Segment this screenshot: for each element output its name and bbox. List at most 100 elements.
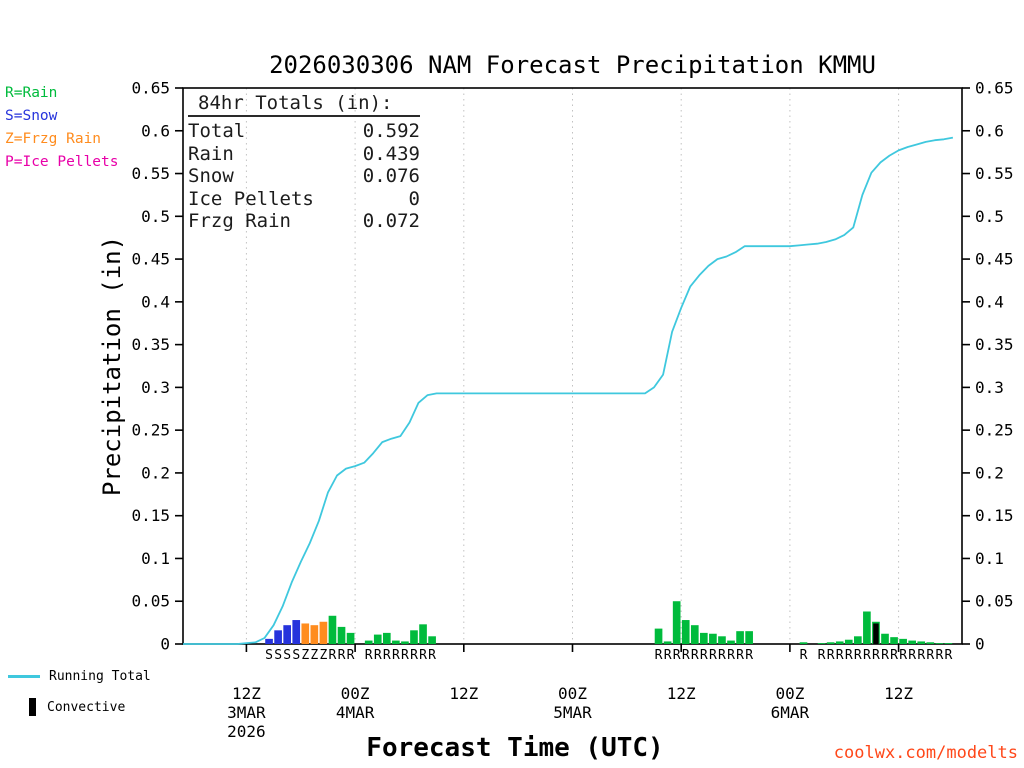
legend-ice-pellets: P=Ice Pellets [5, 154, 119, 170]
totals-heading: 84hr Totals (in): [188, 92, 420, 117]
running-total-line-swatch [8, 675, 40, 678]
type-letter: R [419, 648, 427, 663]
x-tick-sublabel: 6MAR [771, 703, 810, 722]
y-tick-label: 0.4 [975, 292, 1004, 311]
convective-label: Convective [47, 699, 126, 715]
y-tick-label: 0.3 [141, 378, 170, 397]
type-letter: R [682, 648, 690, 663]
precip-bar [681, 620, 690, 644]
type-letter: R [410, 648, 418, 663]
precip-bar [346, 632, 355, 644]
y-axis: 0 0 0.05 0.05 0.1 0.1 0.15 0.15 0.2 0.2 0.25 0.25 0.… [131, 79, 1013, 654]
precip-bar [799, 642, 808, 644]
type-letter: R [899, 648, 907, 663]
type-letter: R [827, 648, 835, 663]
precip-bar [690, 625, 699, 644]
x-tick-label: 00Z [341, 684, 370, 703]
y-tick-label: 0.1 [141, 549, 170, 568]
precip-bar [364, 640, 373, 644]
totals-row-value: 0.072 [362, 210, 420, 232]
precip-bar [319, 621, 328, 644]
y-tick-label: 0.25 [131, 421, 170, 440]
type-letter: R [872, 648, 880, 663]
type-letter: R [926, 648, 934, 663]
precip-bar [410, 630, 418, 644]
precip-bar [373, 634, 382, 644]
totals-box: 84hr Totals (in): Total 0.592 Rain 0.439… [188, 92, 420, 233]
precip-bar [310, 625, 319, 644]
type-letter: R [655, 648, 663, 663]
x-tick-label: 00Z [558, 684, 587, 703]
type-letter: R [338, 648, 346, 663]
type-letter: S [283, 648, 291, 663]
precip-bar [890, 637, 898, 644]
type-letter: R [727, 648, 735, 663]
totals-row-label: Rain [188, 142, 234, 165]
totals-row: Snow 0.076 [188, 165, 420, 188]
legend-snow: S=Snow [5, 108, 58, 124]
x-tick-sublabel: 3MAR [227, 703, 266, 722]
y-tick-label: 0.25 [975, 421, 1014, 440]
type-letter: R [908, 648, 916, 663]
y-tick-label: 0.15 [131, 506, 170, 525]
running-total-line [183, 136, 954, 645]
totals-row: Total 0.592 [188, 120, 420, 143]
precip-bar [736, 631, 744, 644]
precip-bar [419, 624, 427, 644]
y-tick-label: 0.35 [975, 335, 1014, 354]
y-tick-label: 0.5 [975, 207, 1004, 226]
type-letter: R [881, 648, 889, 663]
y-tick-label: 0.65 [131, 79, 170, 98]
type-letter: R [845, 648, 853, 663]
x-tick-label: 12Z [232, 684, 261, 703]
running-total-label: Running Total [49, 669, 151, 684]
y-tick-label: 0.5 [141, 207, 170, 226]
precip-bar [817, 643, 826, 644]
y-tick-label: 0 [160, 635, 170, 654]
type-letter: S [292, 648, 300, 663]
type-letter: Z [310, 648, 318, 663]
precip-bar [700, 632, 708, 644]
precip-bar [863, 611, 871, 644]
precip-bar [718, 636, 726, 644]
totals-row: Rain 0.439 [188, 143, 420, 166]
precip-bar [654, 628, 663, 644]
y-tick-label: 0.45 [131, 250, 170, 269]
y-tick-label: 0.2 [975, 463, 1004, 482]
y-tick-label: 0.2 [141, 463, 170, 482]
totals-row: Ice Pellets 0 [188, 188, 420, 211]
totals-row-label: Ice Pellets [188, 187, 314, 210]
precip-bar [926, 642, 935, 644]
type-letter: Z [319, 648, 327, 663]
type-letter: S [274, 648, 282, 663]
precip-bar [672, 601, 681, 644]
type-letter: R [673, 648, 681, 663]
precip-bar [301, 623, 310, 644]
x-tick-label: 00Z [775, 684, 804, 703]
precip-bar [428, 636, 436, 644]
type-letter: R [745, 648, 753, 663]
precip-bar [854, 636, 862, 644]
type-letter: R [365, 648, 373, 663]
totals-row-value: 0 [408, 187, 420, 210]
precip-bar [917, 641, 926, 644]
grid-lines [245, 88, 900, 644]
y-tick-label: 0 [975, 635, 985, 654]
type-letter: R [691, 648, 699, 663]
precip-bars [265, 601, 953, 644]
y-tick-label: 0.65 [975, 79, 1014, 98]
type-letter: R [401, 648, 409, 663]
type-letter: R [718, 648, 726, 663]
y-tick-label: 0.6 [975, 121, 1004, 140]
type-letter: R [800, 648, 808, 663]
type-letter: R [818, 648, 826, 663]
type-letter: R [383, 648, 391, 663]
precip-bar [274, 630, 282, 644]
y-tick-label: 0.55 [975, 164, 1014, 183]
precip-bar [265, 638, 273, 644]
type-letter: R [392, 648, 400, 663]
type-letter: R [700, 648, 708, 663]
